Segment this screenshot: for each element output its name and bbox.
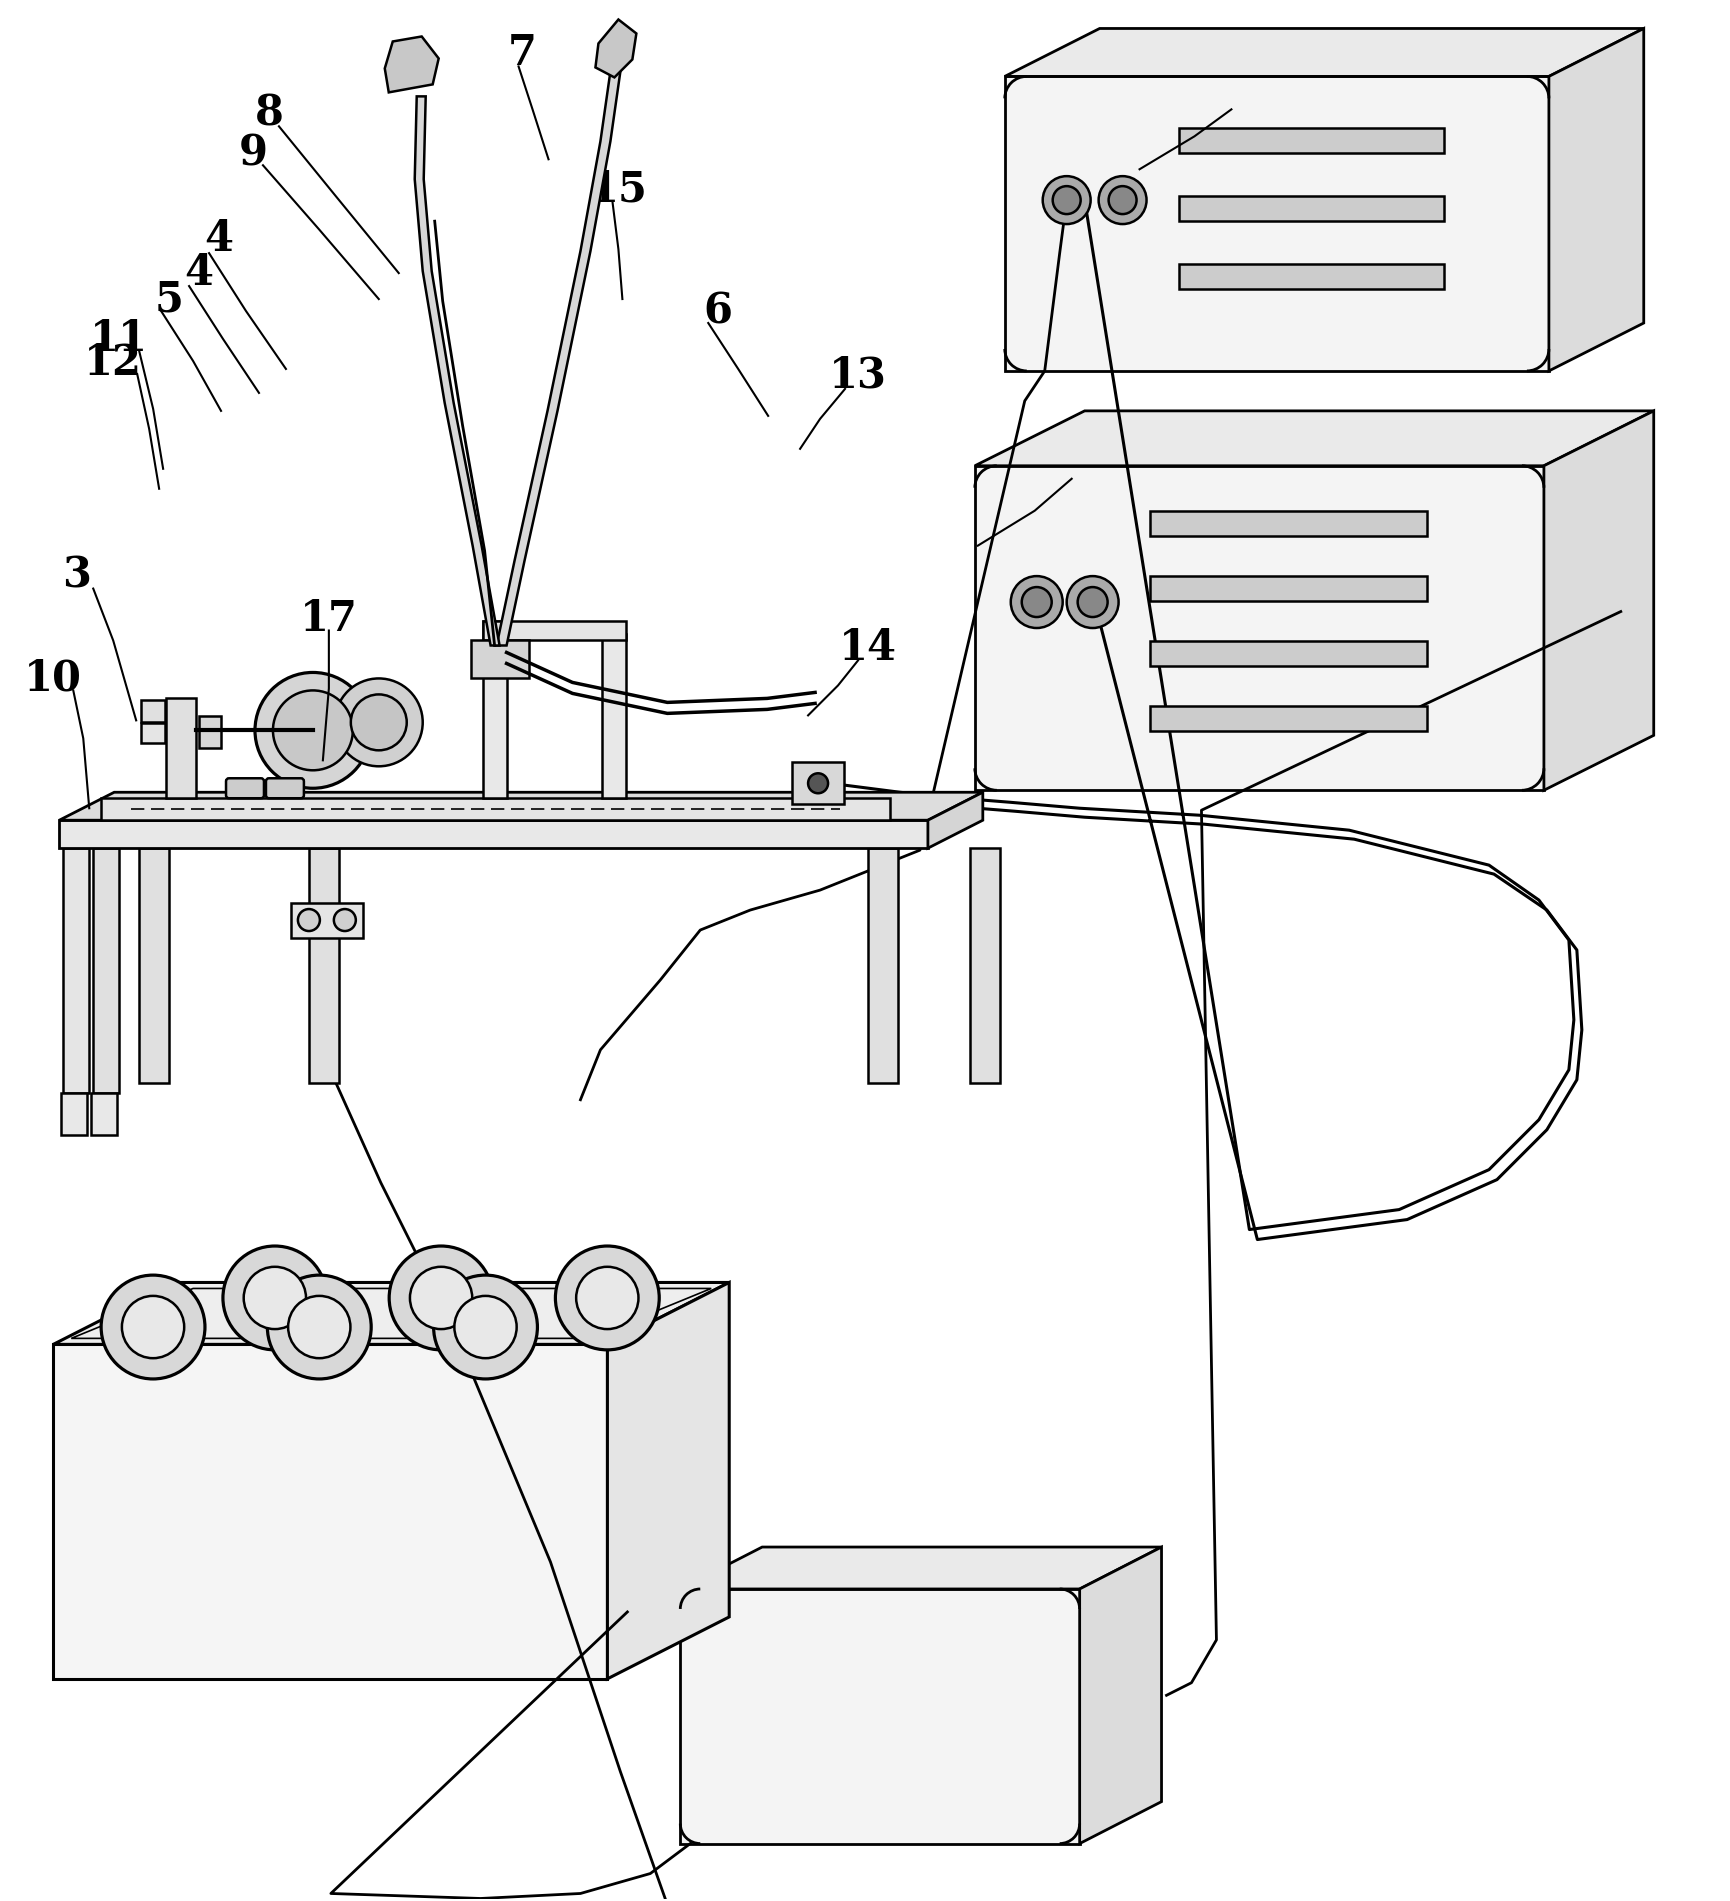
Polygon shape	[595, 19, 637, 78]
Bar	[1180, 196, 1445, 221]
Polygon shape	[59, 793, 983, 819]
Text: 17: 17	[299, 597, 358, 639]
Bar	[1180, 127, 1445, 154]
Circle shape	[434, 1276, 538, 1378]
Polygon shape	[680, 1547, 1161, 1589]
Polygon shape	[54, 1344, 607, 1679]
FancyBboxPatch shape	[266, 778, 304, 798]
Text: 2: 2	[1080, 445, 1109, 487]
Polygon shape	[1080, 1547, 1161, 1844]
Circle shape	[576, 1266, 638, 1329]
Circle shape	[289, 1296, 351, 1357]
Circle shape	[268, 1276, 372, 1378]
Bar	[166, 698, 195, 798]
Polygon shape	[974, 466, 1543, 791]
Bar	[868, 848, 898, 1084]
Circle shape	[334, 909, 356, 931]
Text: 11: 11	[90, 317, 149, 359]
Circle shape	[1022, 587, 1052, 618]
Bar	[142, 700, 164, 722]
Bar	[1149, 511, 1427, 536]
Polygon shape	[1543, 411, 1654, 791]
Circle shape	[273, 690, 353, 770]
Polygon shape	[927, 793, 983, 848]
Circle shape	[1067, 576, 1119, 627]
Bar	[199, 717, 221, 749]
Bar	[142, 724, 164, 743]
Text: 10: 10	[24, 658, 83, 700]
Polygon shape	[415, 97, 500, 646]
Text: 8: 8	[254, 93, 284, 135]
Circle shape	[1109, 186, 1137, 215]
Bar	[93, 848, 119, 1093]
Text: 3: 3	[62, 555, 90, 597]
Circle shape	[351, 694, 407, 751]
Polygon shape	[1005, 29, 1644, 76]
Text: 4: 4	[204, 219, 234, 260]
Bar	[602, 633, 626, 798]
Circle shape	[1043, 177, 1090, 224]
Circle shape	[1078, 587, 1107, 618]
Circle shape	[121, 1296, 183, 1357]
Bar	[64, 848, 90, 1093]
Bar	[310, 848, 339, 1084]
Bar	[1149, 576, 1427, 601]
Text: 15: 15	[590, 167, 647, 211]
Bar	[483, 620, 626, 641]
Polygon shape	[680, 1589, 1080, 1844]
Bar	[59, 819, 927, 848]
Bar	[92, 1093, 118, 1135]
Text: 12: 12	[85, 342, 142, 384]
Circle shape	[100, 1276, 204, 1378]
Circle shape	[410, 1266, 472, 1329]
Text: 5: 5	[154, 278, 183, 319]
Circle shape	[244, 1266, 306, 1329]
Bar	[102, 798, 889, 819]
Text: 7: 7	[509, 32, 536, 74]
Bar	[971, 848, 1000, 1084]
Bar	[792, 762, 844, 804]
Polygon shape	[497, 72, 621, 646]
Circle shape	[1099, 177, 1147, 224]
Circle shape	[1010, 576, 1062, 627]
Bar	[138, 848, 170, 1084]
Circle shape	[555, 1245, 659, 1350]
Text: 6: 6	[704, 291, 734, 333]
Bar	[61, 1093, 86, 1135]
Bar	[483, 620, 507, 798]
Circle shape	[1052, 186, 1081, 215]
FancyBboxPatch shape	[227, 778, 265, 798]
Bar	[471, 641, 529, 679]
Text: 1: 1	[1240, 76, 1268, 118]
Text: 4: 4	[185, 253, 213, 295]
Circle shape	[223, 1245, 327, 1350]
Polygon shape	[974, 411, 1654, 466]
Polygon shape	[1005, 76, 1548, 371]
Circle shape	[254, 673, 370, 789]
Circle shape	[808, 774, 829, 793]
Circle shape	[455, 1296, 517, 1357]
Bar	[291, 903, 363, 937]
Bar	[1180, 264, 1445, 289]
Polygon shape	[607, 1283, 730, 1679]
Circle shape	[389, 1245, 493, 1350]
Polygon shape	[1548, 29, 1644, 371]
Text: 13: 13	[829, 355, 887, 397]
Text: 14: 14	[839, 627, 896, 669]
Bar	[1149, 705, 1427, 730]
Circle shape	[298, 909, 320, 931]
Text: 9: 9	[239, 133, 268, 175]
Polygon shape	[384, 36, 439, 93]
Bar	[1149, 641, 1427, 665]
Polygon shape	[54, 1283, 730, 1344]
Circle shape	[336, 679, 422, 766]
